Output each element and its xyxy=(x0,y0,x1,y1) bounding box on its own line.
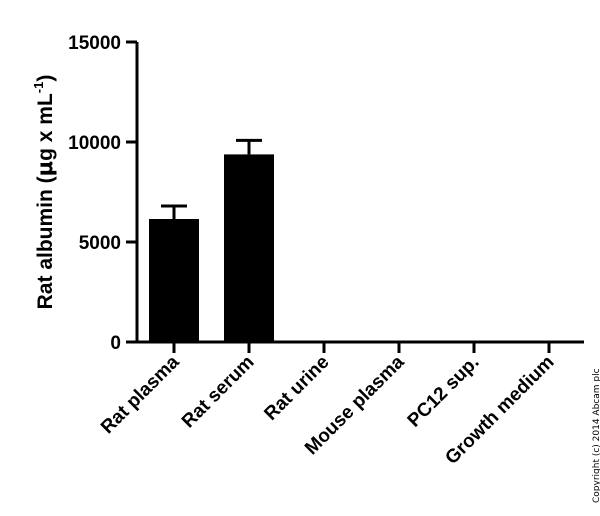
y-tick-label: 5000 xyxy=(79,233,121,254)
y-axis-title: Rat albumin (μg x mL-1) xyxy=(31,75,57,310)
x-tick-label: Rat serum xyxy=(178,352,259,433)
x-tick-label: Rat urine xyxy=(260,352,333,425)
bars xyxy=(149,154,274,342)
x-tick-label: Rat plasma xyxy=(97,351,184,438)
y-tick-label: 0 xyxy=(110,333,121,354)
copyright-notice: Copyright (c) 2014 Abcam plc xyxy=(592,368,600,503)
x-tick-label: PC12 sup. xyxy=(404,352,484,432)
bar xyxy=(224,154,274,342)
y-axis: 0 5000 10000 15000 xyxy=(68,33,139,354)
y-tick-label: 15000 xyxy=(68,33,121,54)
error-bars xyxy=(161,138,262,219)
y-tick-label: 10000 xyxy=(68,133,121,154)
bar xyxy=(149,219,199,342)
